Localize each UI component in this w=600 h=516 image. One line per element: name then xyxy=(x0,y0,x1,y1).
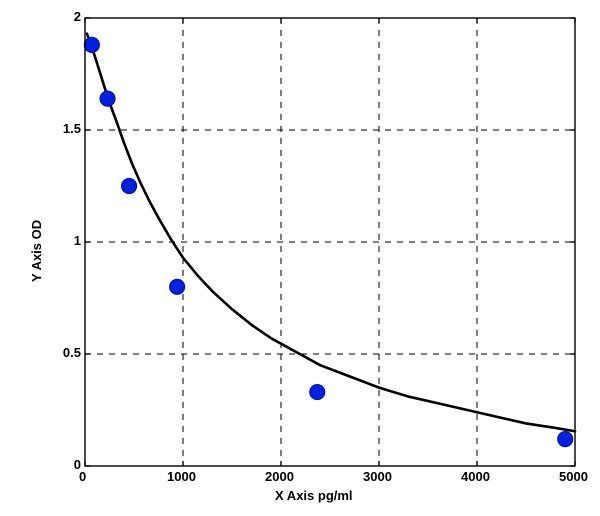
x-tick-label: 1000 xyxy=(167,469,196,484)
fit-curve xyxy=(87,34,575,432)
y-tick-label: 2 xyxy=(43,9,81,24)
x-tick-label: 4000 xyxy=(461,469,490,484)
y-tick-label: 1.5 xyxy=(43,121,81,136)
plot-svg xyxy=(85,18,575,466)
data-point xyxy=(100,91,115,106)
x-tick-label: 2000 xyxy=(265,469,294,484)
y-axis-label: Y Axis OD xyxy=(29,220,44,282)
y-tick-label: 0.5 xyxy=(43,345,81,360)
x-axis-label: X Axis pg/ml xyxy=(275,488,353,503)
chart-container: Y Axis OD X Axis pg/ml 0 1000 2000 3000 4000… xyxy=(0,0,600,516)
data-point xyxy=(310,385,325,400)
data-point xyxy=(122,179,137,194)
y-tick-label: 0 xyxy=(43,457,81,472)
data-point xyxy=(558,432,573,447)
data-point xyxy=(170,279,185,294)
y-tick-label: 1 xyxy=(43,233,81,248)
x-tick-label: 5000 xyxy=(559,469,588,484)
plot-area xyxy=(85,18,575,466)
data-point xyxy=(84,37,99,52)
x-tick-label: 3000 xyxy=(363,469,392,484)
